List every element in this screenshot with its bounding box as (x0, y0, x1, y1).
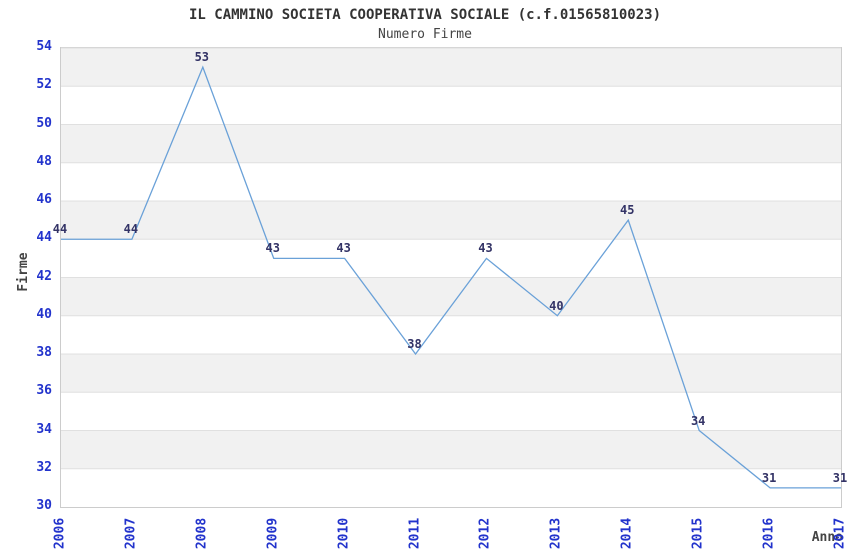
y-tick-label: 50 (36, 115, 52, 131)
background-band (61, 392, 841, 431)
background-band (61, 277, 841, 316)
y-tick-label: 40 (36, 306, 52, 322)
chart-title: IL CAMMINO SOCIETA COOPERATIVA SOCIALE (… (188, 7, 661, 23)
y-tick-label: 52 (36, 77, 52, 93)
y-tick-label: 42 (36, 268, 52, 284)
x-tick-label: 2014 (619, 517, 635, 550)
line-chart-svg (61, 47, 841, 507)
point-value-label: 43 (265, 241, 280, 256)
x-tick-label: 2008 (194, 517, 210, 550)
point-value-label: 34 (690, 413, 706, 428)
point-value-label: 31 (832, 470, 848, 485)
x-tick-label: 2010 (336, 517, 352, 550)
y-tick-label: 46 (36, 192, 52, 207)
y-tick-label: 30 (36, 498, 52, 513)
x-tick-label: 2007 (123, 517, 139, 550)
point-value-label: 43 (336, 241, 351, 256)
x-tick-label: 2009 (265, 517, 281, 550)
x-tick-label: 2017 (832, 517, 848, 550)
x-tick-label: 2016 (761, 517, 777, 550)
x-axis-title: Anno (811, 530, 843, 545)
point-value-label: 45 (620, 203, 635, 218)
background-band (61, 48, 841, 87)
point-value-label: 44 (123, 222, 139, 237)
x-tick-label: 2015 (690, 517, 706, 550)
background-band (61, 201, 841, 240)
background-band (61, 354, 841, 393)
y-tick-label: 34 (36, 421, 52, 437)
point-value-label: 43 (478, 241, 493, 256)
y-tick-label: 54 (36, 39, 52, 54)
point-value-label: 31 (761, 470, 777, 485)
y-tick-label: 32 (36, 459, 52, 475)
point-value-label: 53 (194, 50, 210, 65)
y-tick-label: 36 (36, 383, 52, 399)
background-band (61, 430, 841, 469)
background-band (61, 124, 841, 163)
x-tick-label: 2013 (548, 517, 564, 550)
x-tick-label: 2006 (52, 517, 68, 550)
x-tick-label: 2011 (407, 517, 423, 550)
y-tick-label: 38 (36, 345, 52, 360)
y-tick-label: 44 (36, 230, 52, 246)
y-tick-label: 48 (36, 153, 52, 169)
plot-area (60, 47, 842, 508)
point-value-label: 40 (549, 298, 564, 313)
background-band (61, 239, 841, 278)
data-line (61, 65, 841, 489)
background-band (61, 86, 841, 125)
point-value-label: 38 (407, 337, 422, 351)
chart-subtitle: Numero Firme (378, 27, 472, 42)
background-band (61, 468, 841, 507)
background-band (61, 315, 841, 354)
point-value-label: 44 (52, 222, 68, 237)
x-tick-label: 2012 (477, 517, 493, 550)
background-band (61, 162, 841, 201)
